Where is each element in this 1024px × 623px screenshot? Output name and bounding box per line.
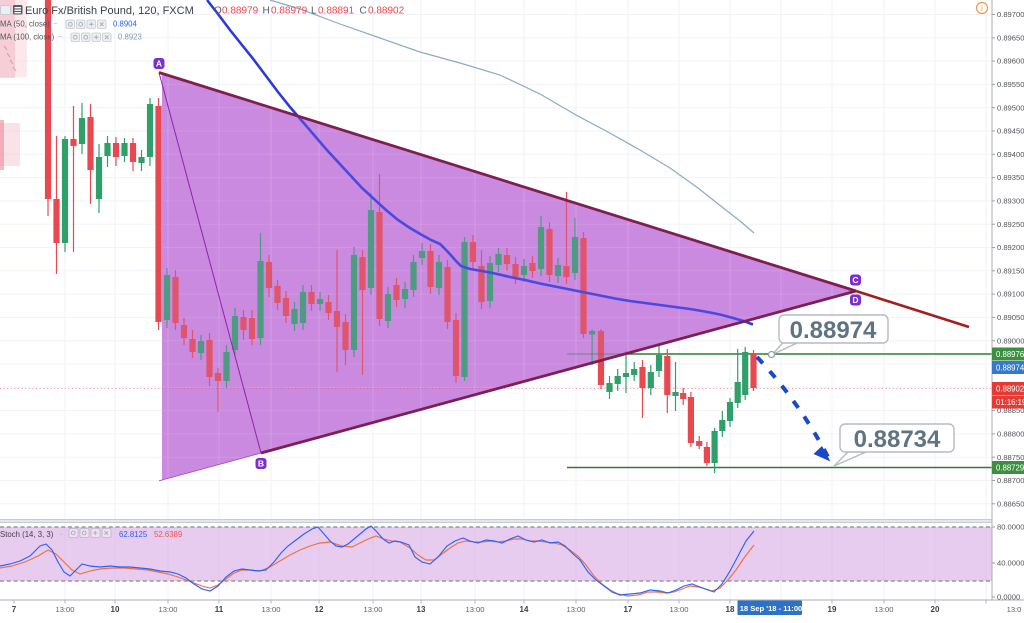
svg-text:01:16:19: 01:16:19 [996,398,1024,407]
svg-text:20: 20 [931,605,940,614]
svg-text:40.0000: 40.0000 [997,559,1024,568]
svg-text:62.8125: 62.8125 [119,530,148,539]
svg-text:0.88974: 0.88974 [790,317,877,344]
svg-text:14: 14 [520,605,529,614]
svg-text:11: 11 [215,605,224,614]
svg-text:13:00: 13:00 [261,605,280,614]
svg-text:0.88734: 0.88734 [854,426,941,453]
svg-text:0.89200: 0.89200 [997,243,1024,252]
svg-text:13:0: 13:0 [1007,605,1022,614]
svg-text:0.89250: 0.89250 [997,220,1024,229]
svg-text:H: H [263,6,270,17]
svg-text:13:00: 13:00 [465,605,484,614]
svg-text:0.89550: 0.89550 [997,80,1024,89]
svg-text:0.89300: 0.89300 [997,197,1024,206]
svg-text:0.89050: 0.89050 [997,313,1024,322]
svg-text:0.89600: 0.89600 [997,57,1024,66]
svg-text:0.8923: 0.8923 [118,33,142,42]
svg-text:0.88750: 0.88750 [997,453,1024,462]
svg-text:52.6389: 52.6389 [154,530,182,539]
svg-text:0.89100: 0.89100 [997,290,1024,299]
svg-text:13:00: 13:00 [55,605,74,614]
svg-text:12: 12 [315,605,324,614]
svg-text:0.88902: 0.88902 [368,6,405,17]
svg-text:i: i [981,3,983,13]
svg-text:D: D [852,295,858,305]
svg-text:10: 10 [111,605,120,614]
svg-text:L: L [311,6,317,17]
svg-text:B: B [258,459,264,469]
svg-text:18: 18 [726,605,735,614]
svg-text:13:00: 13:00 [158,605,177,614]
svg-text:0.89450: 0.89450 [997,127,1024,136]
svg-text:0.8904: 0.8904 [113,20,138,29]
svg-text:0.88891: 0.88891 [318,6,355,17]
svg-text:O: O [214,6,222,17]
svg-text:Stoch (14, 3, 3): Stoch (14, 3, 3) [0,530,54,539]
svg-text:0.88650: 0.88650 [997,499,1024,508]
svg-text:0.88979: 0.88979 [222,6,259,17]
svg-text:0.88700: 0.88700 [997,476,1024,485]
svg-text:0.89000: 0.89000 [997,336,1024,345]
svg-text:~: ~ [58,33,63,42]
svg-text:C: C [852,275,858,285]
svg-text:0.89700: 0.89700 [997,10,1024,19]
svg-text:0.89350: 0.89350 [997,173,1024,182]
svg-text:0.89150: 0.89150 [997,266,1024,275]
svg-text:0.88800: 0.88800 [997,430,1024,439]
svg-text:17: 17 [624,605,633,614]
svg-text:0.88979: 0.88979 [271,6,308,17]
svg-text:13:00: 13:00 [363,605,382,614]
svg-text:MA (50, close): MA (50, close) [0,20,50,29]
svg-text:C: C [360,6,367,17]
svg-text:13: 13 [417,605,426,614]
svg-text:19: 19 [828,605,837,614]
svg-text:0.88976: 0.88976 [996,350,1024,359]
svg-text:Euro Fx/British Pound, 120, FX: Euro Fx/British Pound, 120, FXCM [25,5,194,17]
svg-text:80.0000: 80.0000 [997,523,1024,532]
svg-text:7: 7 [12,605,17,614]
svg-text:0.0000: 0.0000 [997,593,1020,602]
svg-text:0.88850: 0.88850 [997,406,1024,415]
svg-text:MA (100, close): MA (100, close) [0,33,55,42]
svg-text:13:00: 13:00 [874,605,893,614]
svg-text:0.88729: 0.88729 [996,463,1024,472]
svg-text:0.89500: 0.89500 [997,103,1024,112]
svg-text:0.88974: 0.88974 [996,363,1024,372]
svg-text:A: A [156,59,162,69]
svg-text:0.88902: 0.88902 [996,384,1024,393]
svg-text:13:00: 13:00 [566,605,585,614]
svg-text:0.89650: 0.89650 [997,33,1024,42]
svg-text:13:00: 13:00 [669,605,688,614]
svg-text:~: ~ [53,20,58,29]
svg-text:18 Sep '18 - 11:00: 18 Sep '18 - 11:00 [740,604,803,613]
svg-text:0.89400: 0.89400 [997,150,1024,159]
svg-text:~: ~ [59,530,64,539]
